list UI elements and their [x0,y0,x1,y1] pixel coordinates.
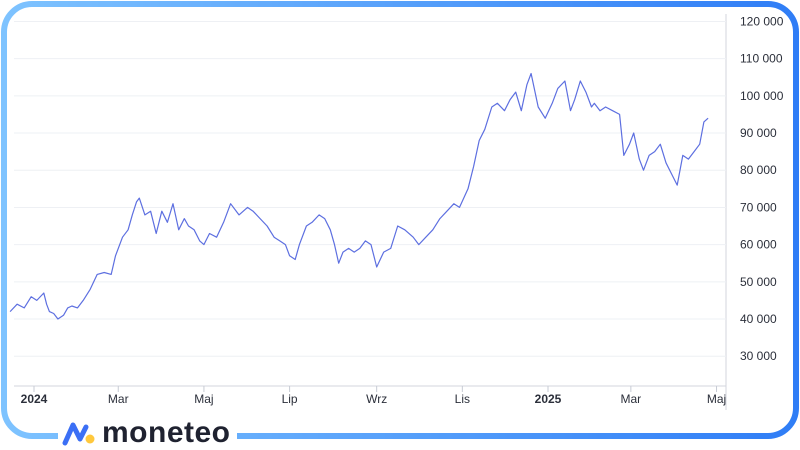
x-tick-label: Lis [455,392,470,406]
brand-name: moneteo [102,416,231,449]
x-tick-label: Wrz [366,392,387,406]
moneteo-logo-icon [62,422,95,446]
y-tick-label: 110 000 [740,52,783,66]
brand-logo: moneteo [58,416,237,450]
x-tick-label: Maj [194,392,213,406]
x-tick-label: Lip [282,392,298,406]
y-tick-label: 60 000 [740,238,777,252]
x-tick-label: 2025 [535,392,562,406]
x-tick-label: Maj [707,392,726,406]
y-tick-label: 40 000 [740,312,777,326]
y-tick-label: 50 000 [740,275,777,289]
x-tick-label: Mar [621,392,642,406]
grid-lines [14,20,726,357]
y-tick-label: 90 000 [740,126,777,140]
y-axis-ticks: 30 000 40 000 50 000 60 000 70 000 80 000 90 0… [740,14,784,363]
x-tick-label: 2024 [21,392,48,406]
y-tick-label: 120 000 [740,14,784,28]
chart-frame-border [1,1,799,439]
y-tick-label: 70 000 [740,200,777,214]
x-axis-ticks: 2024 Mar Maj Lip Wrz Lis 2025 Mar Maj [21,386,726,406]
series-line [9,72,709,320]
series-layer [9,72,709,320]
y-tick-label: 30 000 [740,349,777,363]
x-tick-label: Mar [108,392,129,406]
y-tick-label: 100 000 [740,89,784,103]
y-tick-label: 80 000 [740,163,777,177]
